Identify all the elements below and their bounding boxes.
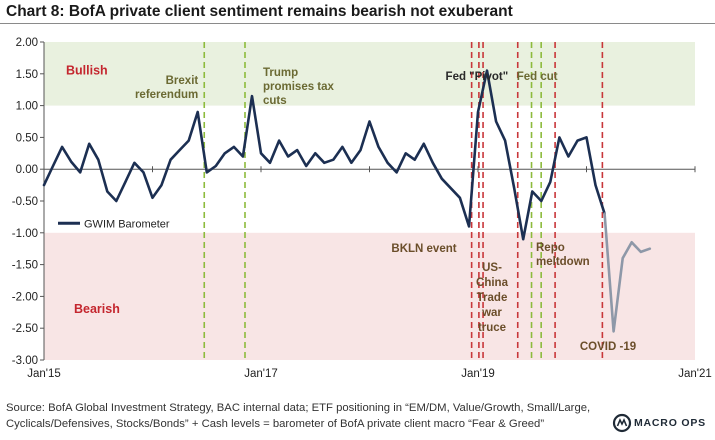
y-tick-label: -3.00 — [12, 355, 38, 367]
zones-layer — [44, 42, 695, 360]
series-line-1 — [603, 212, 652, 333]
annotation-bkln: BKLN event — [391, 243, 456, 255]
chart-title: Chart 8: BofA private client sentiment r… — [6, 3, 513, 20]
annotation-repo: Repo meltdown — [536, 242, 590, 268]
labels-layer: GWIM Barometer Bullish Bearish Brexit refere… — [58, 64, 636, 353]
series-layer — [42, 69, 652, 333]
y-tick-label: -0.50 — [12, 196, 38, 208]
y-tick-label: 0.00 — [16, 164, 38, 176]
y-tick-label: -1.00 — [12, 228, 38, 240]
legend-label: GWIM Barometer — [84, 218, 170, 230]
x-tick-label: Jan'17 — [244, 368, 278, 380]
macro-ops-logo-icon — [612, 413, 632, 433]
logo-text: MACRO OPS — [634, 417, 706, 429]
macro-ops-logo: MACRO OPS — [612, 412, 712, 438]
x-tick-label: Jan'19 — [461, 368, 495, 380]
x-tick-label: Jan'15 — [27, 368, 61, 380]
zone-label-bullish: Bullish — [66, 64, 108, 78]
series-line-0 — [42, 69, 606, 241]
x-tick-label: Jan'21 — [678, 368, 712, 380]
line-chart: 2.00 1.50 1.00 0.50 0.00 -0.50 -1.00 -1.50 -2.00… — [12, 37, 712, 380]
y-tick-label: -2.50 — [12, 323, 38, 335]
event-label-trump: Trump promises tax cuts — [263, 67, 335, 107]
annotation-covid: COVID -19 — [580, 341, 636, 353]
title-divider — [0, 23, 715, 24]
event-lines-layer — [203, 42, 604, 360]
y-tick-label: 0.50 — [16, 132, 38, 144]
annotation-trade-truce: US-China Trade war truce — [476, 262, 509, 334]
y-tick-label: -2.00 — [12, 291, 38, 303]
y-tick-label: 1.00 — [16, 101, 38, 113]
event-label-brexit: Brexit referendum — [135, 75, 198, 101]
y-tick-label: 2.00 — [16, 37, 38, 49]
zone-bearish — [44, 232, 695, 360]
source-note: Source: BofA Global Investment Strategy,… — [6, 402, 591, 430]
event-label-fed-cut: Fed cut — [517, 71, 558, 83]
axis-layer: 2.00 1.50 1.00 0.50 0.00 -0.50 -1.00 -1.50 -2.00… — [12, 37, 712, 380]
y-tick-label: -1.50 — [12, 260, 38, 272]
y-tick-label: 1.50 — [16, 69, 38, 81]
event-label-fed-pivot: Fed "Pivot" — [446, 71, 509, 83]
zone-label-bearish: Bearish — [74, 302, 120, 316]
zone-bullish — [44, 42, 695, 106]
